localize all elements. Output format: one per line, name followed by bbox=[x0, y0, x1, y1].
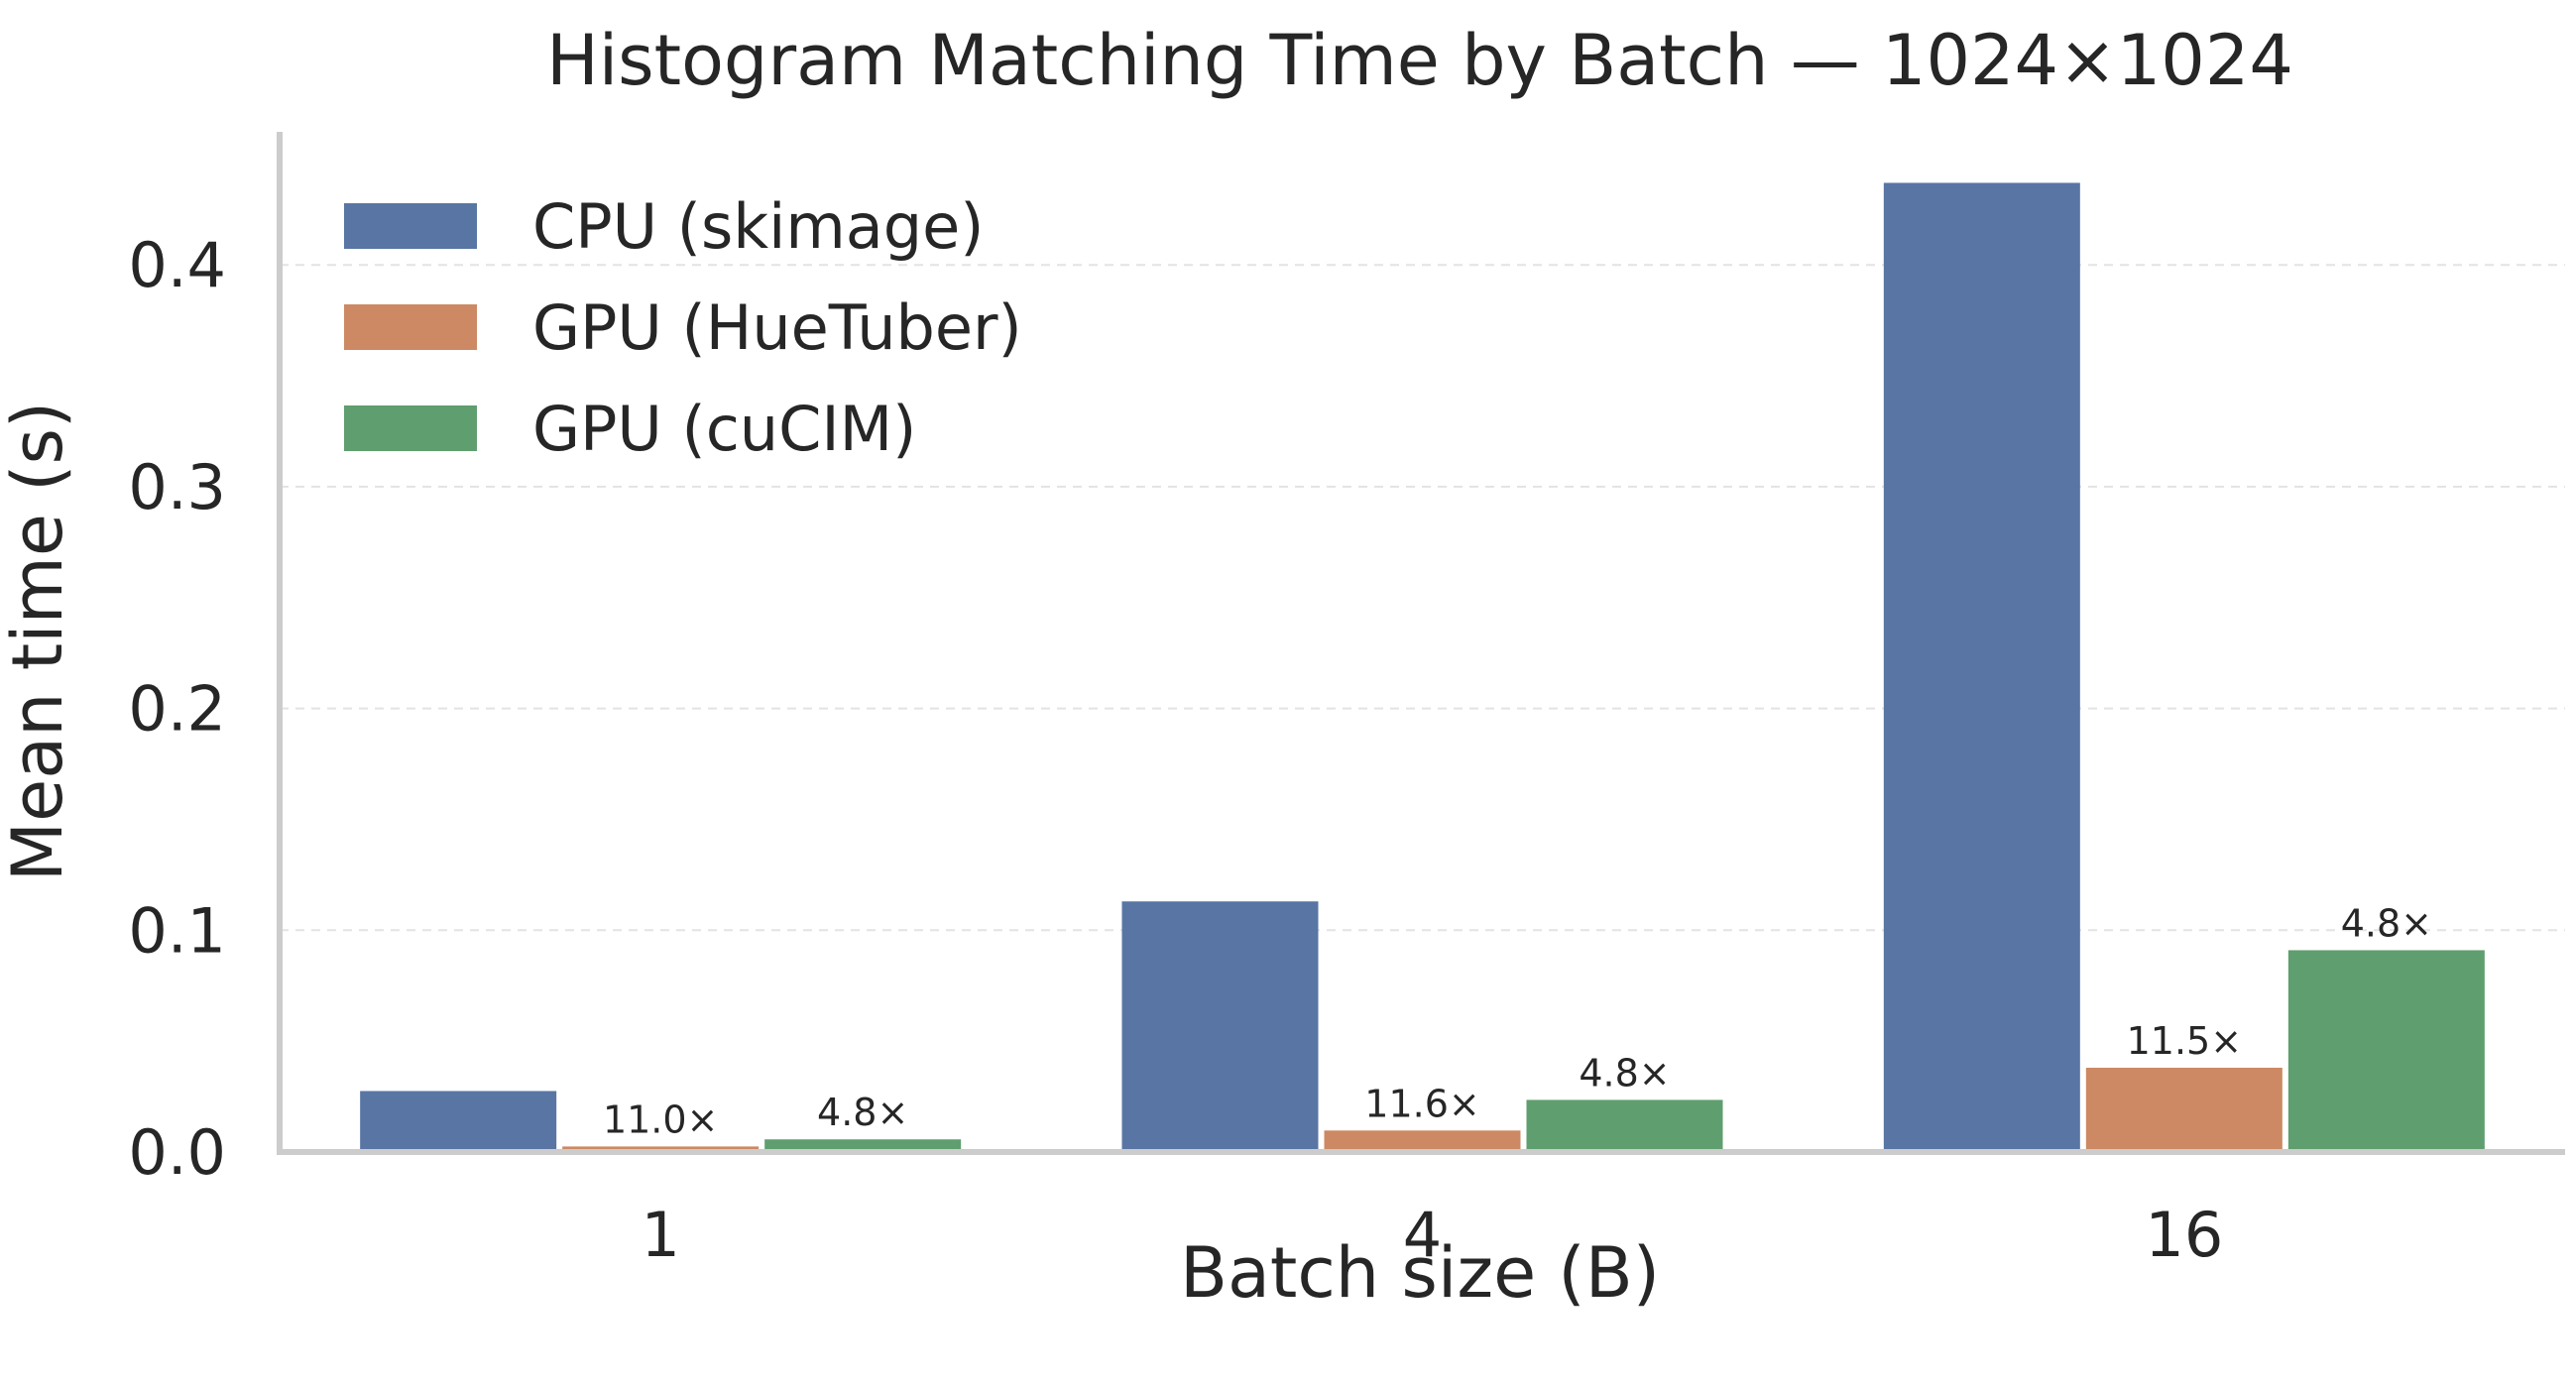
bar bbox=[1324, 1130, 1521, 1152]
y-tick-label: 0.2 bbox=[128, 673, 226, 746]
legend-entry: GPU (cuCIM) bbox=[532, 393, 916, 465]
bar bbox=[764, 1139, 962, 1152]
y-axis-label: Mean time (s) bbox=[0, 402, 78, 881]
bar-speedup-label: 11.6× bbox=[1364, 1082, 1479, 1125]
y-ticks: 0.0 0.1 0.2 0.3 0.4 bbox=[128, 229, 226, 1189]
bar bbox=[360, 1091, 557, 1152]
bar-speedup-label: 4.8× bbox=[1579, 1051, 1670, 1095]
bar bbox=[1526, 1099, 1723, 1152]
y-tick-label: 0.3 bbox=[128, 451, 226, 523]
x-tick-label: 16 bbox=[2145, 1199, 2223, 1271]
legend-entry: CPU (skimage) bbox=[532, 190, 984, 263]
bar bbox=[1121, 901, 1319, 1152]
bars bbox=[360, 182, 2485, 1152]
chart-title: Histogram Matching Time by Batch — 1024×… bbox=[546, 20, 2293, 101]
bar-speedup-label: 4.8× bbox=[817, 1091, 908, 1134]
bar bbox=[2287, 950, 2485, 1152]
legend-entry: GPU (HueTuber) bbox=[532, 291, 1022, 364]
legend-swatch bbox=[344, 405, 477, 451]
bar-speedup-label: 11.0× bbox=[603, 1097, 718, 1141]
bar bbox=[1883, 182, 2080, 1152]
x-tick-label: 4 bbox=[1403, 1199, 1442, 1271]
bar bbox=[2085, 1067, 2283, 1152]
y-tick-label: 0.0 bbox=[128, 1116, 226, 1189]
legend-swatch bbox=[344, 203, 477, 249]
x-ticks: 1 4 16 bbox=[641, 1199, 2223, 1271]
bar-speedup-label: 11.5× bbox=[2127, 1019, 2242, 1063]
bar-labels: 11.0× 4.8× 11.6× 4.8× 11.5× 4.8× bbox=[603, 901, 2432, 1141]
y-tick-label: 0.4 bbox=[128, 229, 226, 301]
legend: CPU (skimage) GPU (HueTuber) GPU (cuCIM) bbox=[344, 190, 1022, 465]
x-tick-label: 1 bbox=[641, 1199, 679, 1271]
x-axis-label: Batch size (B) bbox=[1180, 1232, 1660, 1314]
legend-swatch bbox=[344, 304, 477, 350]
y-tick-label: 0.1 bbox=[128, 894, 226, 967]
gridlines bbox=[280, 264, 2565, 932]
bar-speedup-label: 4.8× bbox=[2341, 901, 2432, 945]
